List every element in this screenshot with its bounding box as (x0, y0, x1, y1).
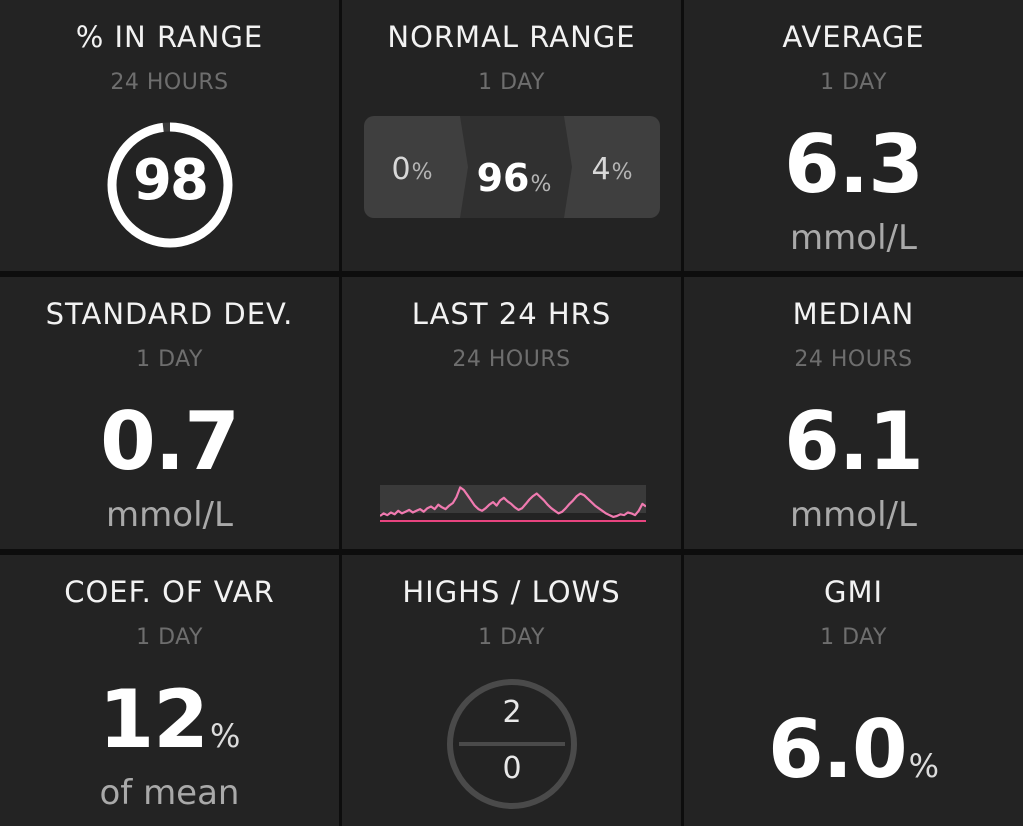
average-unit: mmol/L (790, 218, 917, 258)
target-range-band (380, 485, 646, 513)
below-range-value: 0 (391, 152, 411, 187)
tile-title: % IN RANGE (75, 20, 264, 54)
percent-sign: % (530, 172, 552, 197)
tile-in-range[interactable]: % IN RANGE 24 HOURS 98 (0, 0, 339, 271)
below-range-segment: 0% (382, 152, 442, 187)
median-unit: mmol/L (790, 495, 917, 535)
tile-highs-lows[interactable]: HIGHS / LOWS 1 DAY 2 0 (342, 555, 681, 826)
range-chevron-icon (460, 116, 572, 218)
tile-title: NORMAL RANGE (387, 20, 636, 54)
tile-subtitle: 24 HOURS (794, 347, 913, 372)
split-circle-icon (447, 679, 577, 809)
above-range-segment: 4% (582, 152, 642, 187)
tile-subtitle: 24 HOURS (452, 347, 571, 372)
percent-sign: % (908, 747, 940, 785)
lows-count: 0 (502, 751, 522, 786)
tile-subtitle: 1 DAY (820, 625, 887, 650)
in-range-segment: 96% (464, 156, 564, 200)
tile-title: STANDARD DEV. (45, 297, 294, 331)
tile-coef-of-var[interactable]: COEF. OF VAR 1 DAY 12% of mean (0, 555, 339, 826)
tile-title: COEF. OF VAR (64, 575, 275, 609)
tile-last-24-hrs[interactable]: LAST 24 HRS 24 HOURS (342, 277, 681, 549)
percent-sign: % (209, 717, 241, 755)
glucose-trace (380, 486, 646, 519)
tile-title: HIGHS / LOWS (402, 575, 621, 609)
above-range-value: 4 (591, 152, 611, 187)
tile-subtitle: 1 DAY (478, 625, 545, 650)
tile-title: AVERAGE (782, 20, 925, 54)
tile-subtitle: 1 DAY (820, 70, 887, 95)
in-range-ring: 98 (103, 118, 237, 252)
tile-title: LAST 24 HRS (411, 297, 612, 331)
tile-subtitle: 1 DAY (478, 70, 545, 95)
tile-title: GMI (823, 575, 884, 609)
range-breakdown: 0% 96% 4% (364, 116, 660, 218)
gmi-value: 6.0 (767, 703, 908, 796)
coef-var-value-row: 12% (0, 673, 339, 766)
gmi-value-row: 6.0% (684, 703, 1023, 796)
tile-subtitle: 1 DAY (136, 625, 203, 650)
tile-subtitle: 24 HOURS (110, 70, 229, 95)
in-range-value: 98 (133, 148, 209, 213)
percent-sign: % (611, 160, 633, 185)
average-value: 6.3 (784, 118, 924, 211)
tile-normal-range[interactable]: NORMAL RANGE 1 DAY 0% 96% 4% (342, 0, 681, 271)
median-value: 6.1 (784, 395, 924, 488)
tile-average[interactable]: AVERAGE 1 DAY 6.3 mmol/L (684, 0, 1023, 271)
glucose-sparkline (380, 485, 646, 522)
tile-title: MEDIAN (792, 297, 915, 331)
in-range-percent: 96 (476, 156, 530, 200)
percent-sign: % (411, 160, 433, 185)
tile-gmi[interactable]: GMI 1 DAY 6.0% (684, 555, 1023, 826)
tile-median[interactable]: MEDIAN 24 HOURS 6.1 mmol/L (684, 277, 1023, 549)
std-dev-value: 0.7 (100, 395, 240, 488)
coef-var-unit: of mean (99, 773, 240, 813)
ring-gauge-icon (107, 122, 233, 248)
std-dev-unit: mmol/L (106, 495, 233, 535)
tile-subtitle: 1 DAY (136, 347, 203, 372)
highs-count: 2 (502, 695, 522, 730)
ring-arc (107, 122, 233, 248)
highs-lows-circle: 2 0 (445, 677, 579, 811)
coef-var-value: 12 (98, 673, 209, 766)
tile-standard-deviation[interactable]: STANDARD DEV. 1 DAY 0.7 mmol/L (0, 277, 339, 549)
